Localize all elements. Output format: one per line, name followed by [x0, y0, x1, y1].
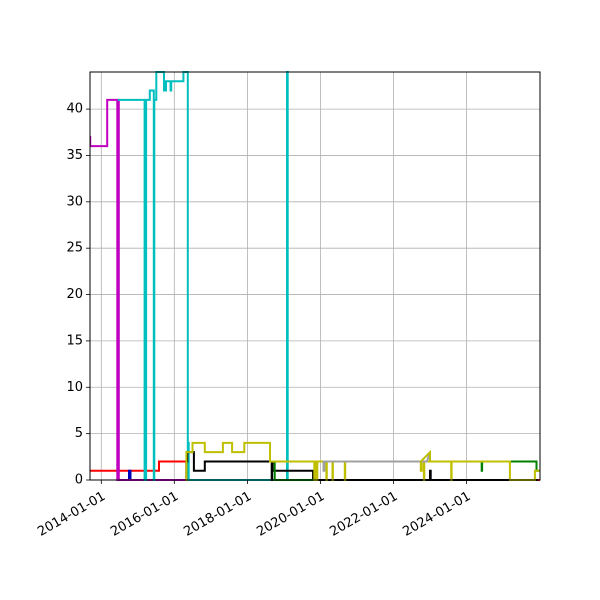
y-tick-label: 30 — [66, 194, 83, 209]
series-line-4 — [117, 71, 291, 481]
y-tick-label: 40 — [66, 102, 83, 117]
y-tick-label: 5 — [75, 426, 83, 441]
y-tick-label: 25 — [66, 241, 83, 256]
series-line-2 — [128, 469, 132, 481]
y-tick-label: 20 — [66, 287, 83, 302]
grid-lines — [90, 72, 540, 481]
y-tick-label: 0 — [75, 473, 83, 488]
plot-frame — [89, 71, 541, 481]
y-tick-label: 10 — [66, 380, 83, 395]
y-tick-label: 35 — [66, 148, 83, 163]
series-line-9 — [419, 449, 511, 463]
y-tick-label: 15 — [66, 333, 83, 348]
